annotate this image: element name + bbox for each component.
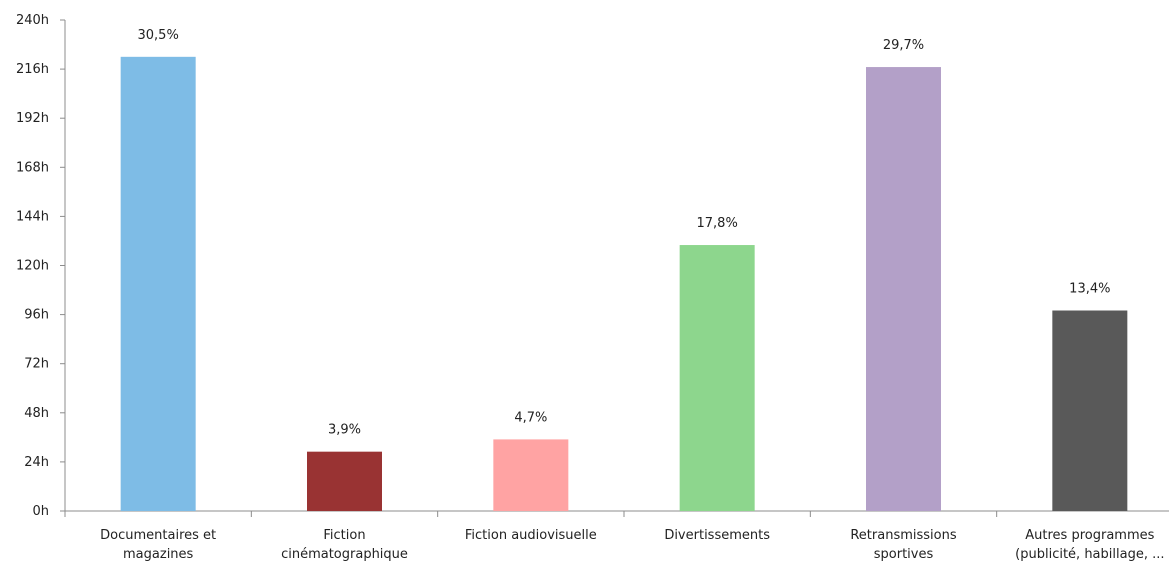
y-tick-label: 120h <box>16 259 49 274</box>
y-tick-label: 48h <box>24 406 49 421</box>
bar <box>120 56 196 511</box>
y-tick-label: 24h <box>24 455 49 470</box>
bar <box>493 439 569 511</box>
data-label: 30,5% <box>138 28 179 43</box>
y-tick-label: 72h <box>24 357 49 372</box>
x-category-label: Divertissements <box>664 528 770 543</box>
bar <box>1052 310 1128 511</box>
data-label: 4,7% <box>514 410 547 425</box>
y-tick-label: 240h <box>16 13 49 28</box>
x-category-label: Retransmissions <box>850 528 956 543</box>
y-axis: 0h 24h 48h 72h 96h 120h 144h 168h 192h 216h 240h <box>16 13 66 519</box>
x-category-label: Autres programmes <box>1025 528 1154 543</box>
x-category-label: sportives <box>874 547 934 562</box>
y-tick-label: 216h <box>16 62 49 77</box>
data-label: 29,7% <box>883 38 924 53</box>
y-tick-label: 192h <box>16 111 49 126</box>
y-tick-label: 0h <box>32 504 49 519</box>
bar <box>679 245 755 511</box>
data-label: 13,4% <box>1069 282 1110 297</box>
x-category-label: Documentaires et <box>100 528 216 543</box>
y-tick-label: 96h <box>24 308 49 323</box>
bar <box>866 67 941 511</box>
x-category-label: (publicité, habillage, ... <box>1015 547 1164 562</box>
data-label: 3,9% <box>328 423 361 438</box>
x-category-label: Fiction audiovisuelle <box>465 528 597 543</box>
x-axis <box>64 510 1169 517</box>
bars <box>120 56 1128 511</box>
category-labels: Documentaires et magazines Fiction cinémato… <box>100 528 1164 562</box>
x-category-label: Fiction <box>323 528 365 543</box>
x-category-label: magazines <box>123 547 194 562</box>
x-category-label: cinématographique <box>281 547 408 562</box>
y-tick-label: 168h <box>16 160 49 175</box>
data-label: 17,8% <box>697 216 738 231</box>
y-tick-label: 144h <box>16 209 49 224</box>
bar <box>307 451 382 511</box>
data-labels: 30,5% 3,9% 4,7% 17,8% 29,7% 13,4% <box>138 28 1111 438</box>
